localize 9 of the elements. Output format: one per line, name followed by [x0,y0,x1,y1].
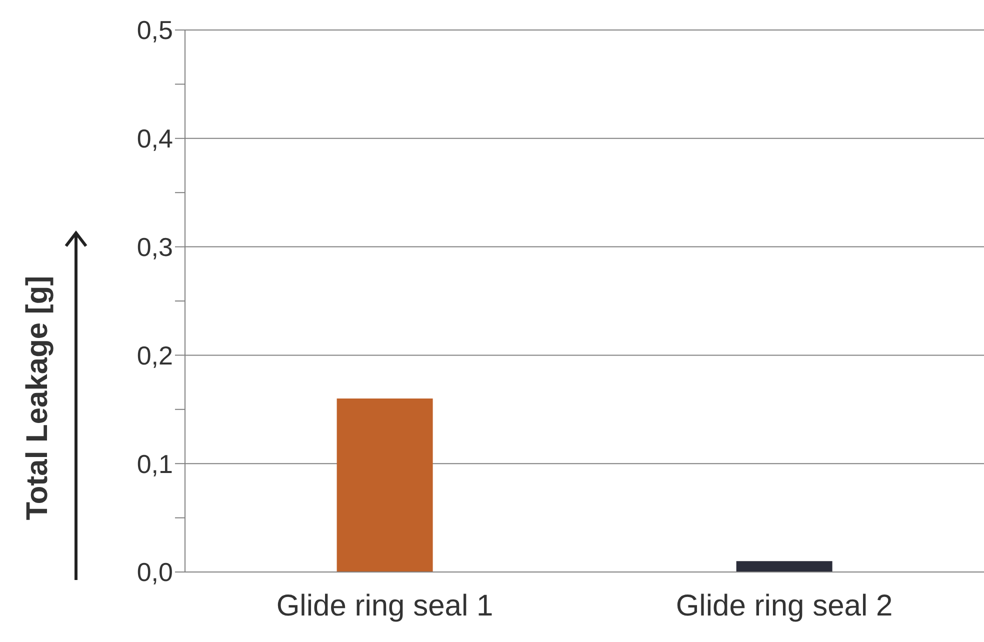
y-tick-label: 0,1 [136,448,173,479]
y-axis-title: Total Leakage [g] [21,276,55,520]
y-tick-label: 0,0 [136,557,173,588]
x-tick-label: Glide ring seal 1 [276,589,494,622]
x-tick-label: Glide ring seal 2 [676,589,893,622]
y-tick-label: 0,5 [136,15,173,46]
y-tick-label: 0,2 [136,340,173,370]
y-tick-label: 0,4 [136,124,173,154]
y-tick-label: 0,3 [136,232,173,262]
